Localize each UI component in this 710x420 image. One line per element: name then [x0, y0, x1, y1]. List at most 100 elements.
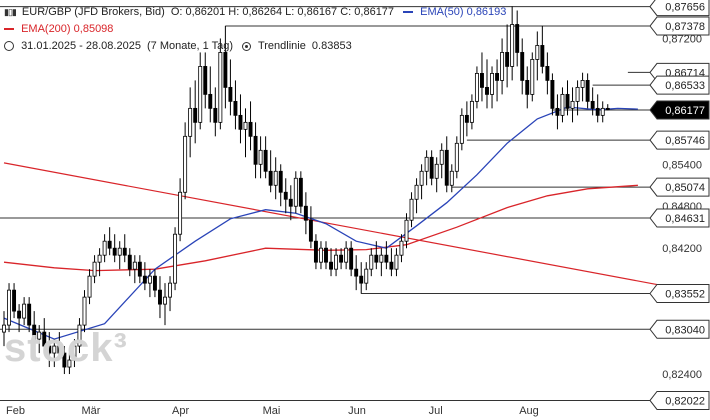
candle — [449, 164, 454, 193]
indicator-lines — [3, 106, 699, 340]
ema200-value: 0,85098 — [73, 23, 114, 35]
candle-body — [520, 52, 525, 81]
candle-body — [354, 268, 359, 277]
level-price-tag — [649, 75, 710, 95]
candle-body — [480, 73, 484, 88]
candle-body — [349, 247, 354, 270]
candle — [454, 136, 459, 179]
bars-icon: ▮▯▮ — [4, 7, 17, 17]
candle-body — [605, 107, 610, 111]
candle-body — [193, 107, 198, 123]
candle-body — [178, 191, 183, 235]
candle — [510, 6, 515, 81]
candle — [32, 311, 37, 347]
ema200-swatch — [4, 28, 14, 31]
candle-body — [389, 261, 394, 270]
candle — [530, 52, 535, 102]
candle — [464, 101, 469, 137]
candle-body — [87, 275, 92, 298]
candle — [193, 80, 198, 144]
candle-body — [137, 261, 142, 277]
candle — [354, 255, 359, 291]
candle — [178, 178, 183, 242]
candle — [243, 108, 248, 158]
candle — [173, 227, 178, 291]
candle-body — [424, 156, 429, 172]
candle-body — [183, 135, 188, 193]
candle — [520, 38, 525, 95]
candle-body — [580, 80, 585, 88]
candle — [112, 234, 117, 263]
x-tick-label: Mär — [81, 405, 100, 417]
level-price-label: 0,87378 — [665, 21, 705, 33]
candle-body — [555, 107, 560, 116]
candle-body — [474, 73, 479, 102]
candle-body — [540, 45, 545, 67]
candle-body — [273, 170, 278, 186]
candle-body — [102, 240, 107, 256]
x-tick-label: Feb — [6, 405, 25, 417]
candle-body — [525, 80, 530, 95]
candle — [203, 52, 208, 109]
legend-row-ema200: EMA(200) 0,85098 — [4, 21, 506, 38]
candle — [324, 241, 328, 270]
x-tick-label: Jul — [429, 405, 443, 417]
candle — [147, 269, 152, 298]
candle-body — [530, 59, 535, 95]
candle-body — [510, 24, 515, 67]
candle — [329, 248, 333, 277]
candle — [208, 66, 213, 123]
candle — [313, 234, 318, 270]
candle — [42, 318, 47, 354]
candle-body — [585, 80, 590, 102]
candle-body — [77, 324, 82, 347]
candle — [535, 31, 540, 81]
candle-body — [439, 149, 444, 165]
candle — [122, 234, 127, 263]
candle-body — [464, 114, 469, 123]
candle-body — [419, 170, 424, 186]
candle-body — [339, 254, 344, 263]
candle — [188, 87, 193, 158]
candle — [278, 164, 283, 207]
candle — [142, 262, 147, 291]
candle — [263, 136, 268, 179]
candle-body — [575, 86, 580, 102]
candle-body — [198, 66, 203, 123]
candle — [62, 346, 67, 375]
candle-body — [293, 177, 298, 207]
candle — [268, 150, 273, 193]
candle — [434, 157, 439, 193]
candle-body — [27, 303, 32, 326]
candle — [92, 255, 97, 284]
candle — [424, 150, 429, 186]
x-tick-label: Apr — [172, 405, 189, 417]
candle-body — [495, 73, 500, 81]
level-price-label: 0,82022 — [665, 395, 705, 407]
candle — [595, 94, 600, 123]
legend-row-period: 31.01.2025 - 28.08.2025 (7 Monate, 1 Tag… — [4, 38, 506, 55]
candle-body — [168, 282, 172, 298]
candle-body — [213, 107, 218, 123]
candle-body — [283, 191, 288, 200]
candle-body — [324, 247, 328, 263]
candle — [127, 248, 132, 277]
candle — [132, 255, 137, 284]
level-price-tag — [649, 319, 710, 339]
candle — [409, 192, 414, 228]
candle — [545, 52, 550, 95]
candle-body — [409, 198, 414, 221]
candle — [117, 241, 122, 270]
candle — [419, 164, 424, 200]
candle — [500, 38, 505, 95]
candle — [12, 283, 17, 319]
candle — [560, 87, 565, 123]
candle-body — [515, 24, 520, 53]
current-price-tag — [649, 100, 710, 120]
candle — [600, 101, 605, 123]
candle — [298, 171, 303, 214]
level-price-label: 0,86533 — [665, 80, 705, 92]
candle — [570, 87, 575, 123]
candle — [238, 94, 243, 144]
